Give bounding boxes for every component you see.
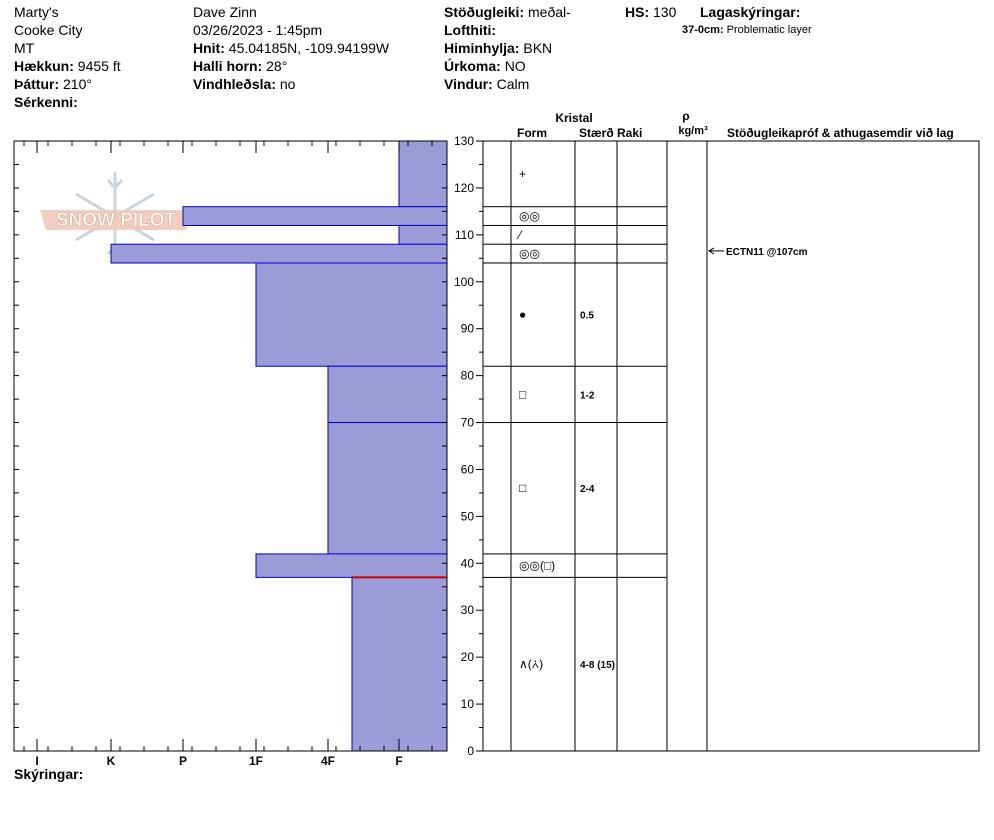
depth-tick-0: 0 [467, 744, 474, 758]
grain-form-1: ◎◎ [519, 209, 540, 223]
depth-tick-90: 90 [461, 322, 475, 336]
depth-axis: 0 10 20 30 40 50 60 70 80 90 100 110 120 130 [454, 134, 484, 758]
grain-size-8: 4-8 (15) [580, 660, 615, 671]
test-label-0: ECTN11 @107cm [726, 247, 808, 258]
layer-bar-0 [398, 140, 448, 208]
snowpilot-logo-text: SNOW PILOT [56, 210, 177, 231]
depth-tick-30: 30 [461, 603, 475, 617]
stability-tests: ECTN11 @107cm [708, 247, 808, 258]
hardness-label-I: I [35, 754, 38, 768]
header-precip: Úrkoma: NO [444, 58, 526, 74]
header-slope: Halli horn: 28° [193, 58, 288, 74]
col-moisture: Raki [617, 126, 642, 140]
grain-size-4: 0.5 [580, 311, 594, 322]
hardness-axis-labels: I K P 1F 4F F [35, 754, 402, 768]
depth-tick-110: 110 [455, 228, 474, 242]
depth-tick-100: 100 [454, 275, 474, 289]
header-stability: Stöðugleiki: meðal- [444, 4, 571, 20]
grain-form-3: ◎◎ [519, 247, 540, 261]
col-density-unit: kg/m³ [678, 125, 708, 137]
grain-form-2: ⁄ [516, 228, 523, 242]
hardness-label-4F: 4F [321, 754, 335, 768]
hardness-plot-ticks [14, 140, 447, 752]
hardness-label-F: F [395, 754, 402, 768]
header-datetime: 03/26/2023 - 1:45pm [193, 22, 323, 38]
snowpilot-logo: SNOW PILOT [40, 172, 192, 262]
header-elevation: Hækkun: 9455 ft [14, 58, 121, 74]
layer-bar-8 [351, 576, 448, 752]
header-aspect: Þáttur: 210° [14, 76, 92, 92]
depth-tick-70: 70 [461, 416, 475, 430]
grain-form-6: □ [519, 481, 526, 495]
depth-tick-50: 50 [461, 509, 475, 523]
depth-tick-60: 60 [461, 462, 475, 476]
grain-form-0: + [519, 167, 526, 181]
col-rho: ρ [682, 109, 689, 123]
grain-forms: + ◎◎ ⁄ ◎◎ ● 0.5 □ 1-2 □ 2-4 ◎◎(□) ∧(⩑) 4-8 (15) [516, 167, 615, 671]
hardness-bars [110, 140, 448, 752]
depth-tick-130: 130 [454, 134, 474, 148]
col-size: Stærð [579, 126, 614, 140]
grain-size-5: 1-2 [580, 390, 595, 401]
layer-bar-6 [327, 422, 448, 555]
notes-label: Skýringar: [14, 766, 84, 782]
hardness-label-K: K [107, 754, 116, 768]
layer-bar-3 [110, 243, 448, 264]
layer-bar-5 [327, 365, 448, 424]
header-hs: HS: 130 [625, 4, 677, 20]
depth-tick-120: 120 [454, 181, 474, 195]
depth-tick-10: 10 [461, 697, 475, 711]
header-coords: Hnit: 45.04185N, -109.94199W [193, 40, 390, 56]
layer-note: 37-0cm: Problematic layer [682, 24, 812, 36]
layer-bar-1 [182, 206, 448, 226]
layer-bar-7 [255, 553, 448, 578]
layer-bar-4 [255, 262, 448, 367]
layer-bar-2 [398, 224, 448, 245]
depth-tick-20: 20 [461, 650, 475, 664]
header-layer-notes-label: Lagaskýringar: [700, 4, 801, 20]
depth-tick-80: 80 [461, 369, 475, 383]
col-stability-tests: Stöðugleikapróf & athugasemdir við lag [727, 126, 954, 140]
crystal-panel-frame [482, 140, 980, 752]
grain-form-7: ◎◎(□) [519, 559, 555, 573]
hardness-label-1F: 1F [249, 754, 263, 768]
header-windload: Vindhleðsla: no [193, 76, 296, 92]
header-range: Cooke City [14, 22, 83, 38]
grain-form-5: □ [519, 387, 526, 401]
header-observer: Dave Zinn [193, 4, 257, 20]
layer-boundaries [483, 140, 667, 752]
header-state: MT [14, 40, 35, 56]
header-wind: Vindur: Calm [444, 76, 530, 92]
col-crystal: Kristal [555, 111, 592, 125]
grain-form-4: ● [519, 308, 526, 322]
grain-size-6: 2-4 [580, 484, 595, 495]
header-airtemp: Lofthiti: [444, 22, 497, 38]
header-location: Marty's [14, 4, 59, 20]
header-sky: Himinhylja: BKN [444, 40, 553, 56]
depth-tick-40: 40 [461, 556, 475, 570]
col-form: Form [517, 126, 547, 140]
hardness-label-P: P [179, 754, 187, 768]
grain-form-8: ∧(⩑) [519, 657, 543, 671]
header-features: Sérkenni: [14, 94, 78, 110]
